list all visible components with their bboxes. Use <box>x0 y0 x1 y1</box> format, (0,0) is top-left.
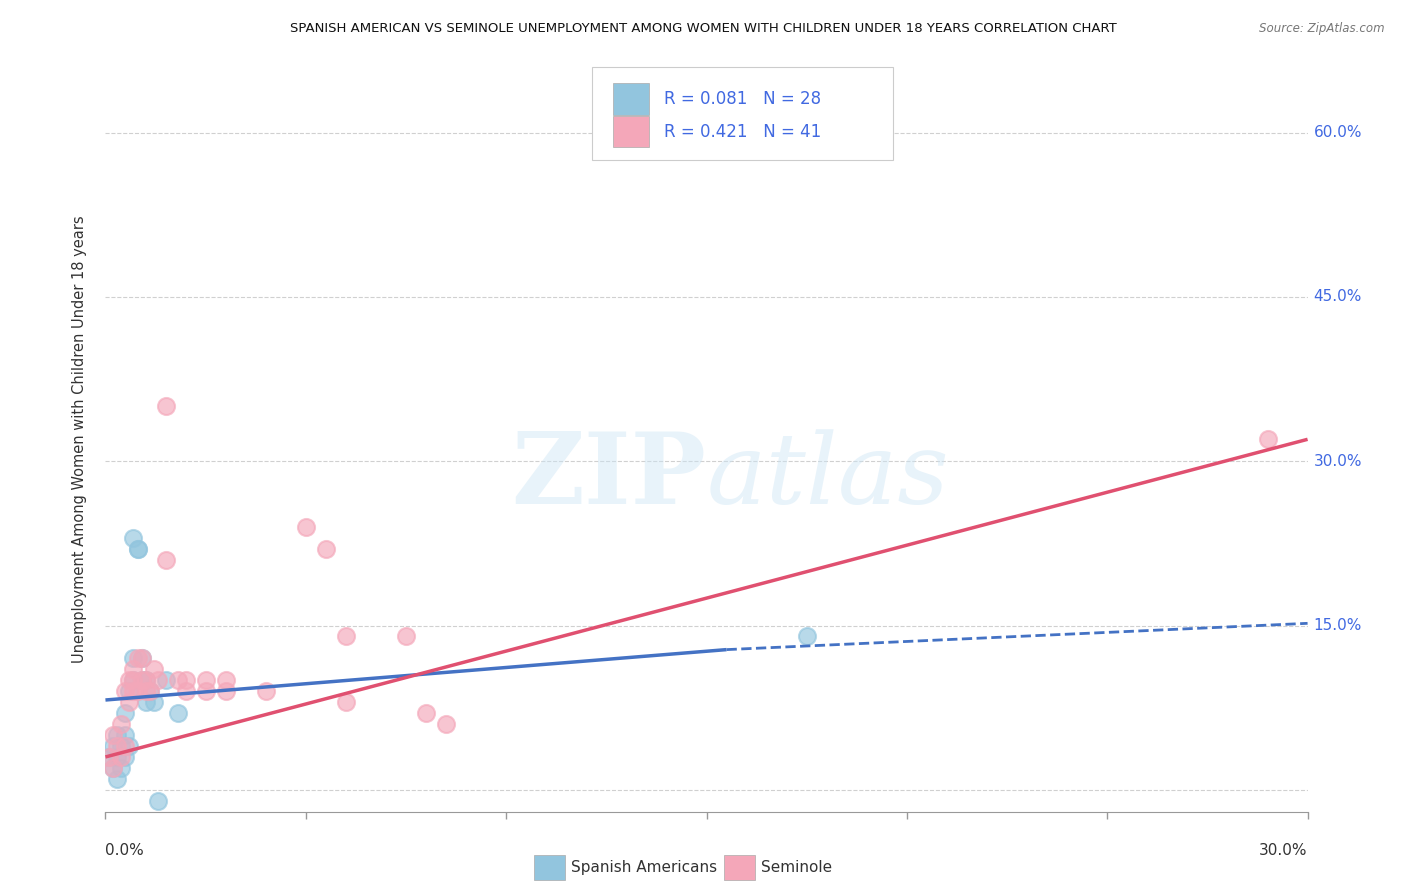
Point <box>103 728 125 742</box>
Text: SPANISH AMERICAN VS SEMINOLE UNEMPLOYMENT AMONG WOMEN WITH CHILDREN UNDER 18 YEA: SPANISH AMERICAN VS SEMINOLE UNEMPLOYMEN… <box>290 22 1116 36</box>
Point <box>166 673 188 688</box>
Point <box>735 114 758 128</box>
Point <box>107 772 129 786</box>
Point <box>127 651 149 665</box>
Point <box>335 695 357 709</box>
Point <box>135 673 157 688</box>
Point <box>114 739 136 753</box>
Point <box>415 706 437 720</box>
Text: Seminole: Seminole <box>761 860 832 874</box>
Point <box>131 651 153 665</box>
Point <box>142 662 165 676</box>
Point <box>315 541 337 556</box>
Point <box>110 739 132 753</box>
Point <box>118 673 141 688</box>
Point <box>434 717 457 731</box>
Text: atlas: atlas <box>707 429 949 524</box>
Point <box>118 739 141 753</box>
Point <box>122 662 145 676</box>
Text: 30.0%: 30.0% <box>1260 843 1308 858</box>
Point <box>110 761 132 775</box>
Point <box>114 684 136 698</box>
Point <box>796 630 818 644</box>
Point <box>146 673 169 688</box>
Point <box>174 684 197 698</box>
Point <box>155 553 177 567</box>
Point <box>127 541 149 556</box>
Text: 60.0%: 60.0% <box>1313 125 1362 140</box>
Point <box>122 531 145 545</box>
Point <box>1257 433 1279 447</box>
Point <box>103 761 125 775</box>
Point <box>103 739 125 753</box>
Bar <box>613 116 648 147</box>
Text: 15.0%: 15.0% <box>1313 618 1362 633</box>
Point <box>155 400 177 414</box>
Point <box>254 684 277 698</box>
Point <box>118 695 141 709</box>
Text: 30.0%: 30.0% <box>1313 454 1362 468</box>
Point <box>107 728 129 742</box>
Point <box>98 750 121 764</box>
Point <box>122 673 145 688</box>
Point <box>174 673 197 688</box>
Point <box>127 684 149 698</box>
Point <box>194 673 217 688</box>
Point <box>122 673 145 688</box>
Point <box>138 684 160 698</box>
Point <box>122 651 145 665</box>
Text: 0.0%: 0.0% <box>105 843 145 858</box>
Text: R = 0.421   N = 41: R = 0.421 N = 41 <box>665 123 821 141</box>
Point <box>142 695 165 709</box>
Point <box>103 761 125 775</box>
Point <box>98 750 121 764</box>
Point <box>114 750 136 764</box>
Point <box>138 684 160 698</box>
Text: Spanish Americans: Spanish Americans <box>571 860 717 874</box>
Point <box>107 750 129 764</box>
Point <box>135 695 157 709</box>
Point <box>166 706 188 720</box>
Point <box>395 630 418 644</box>
Point <box>110 717 132 731</box>
Point <box>122 684 145 698</box>
Text: 45.0%: 45.0% <box>1313 289 1362 304</box>
Point <box>335 630 357 644</box>
Y-axis label: Unemployment Among Women with Children Under 18 years: Unemployment Among Women with Children U… <box>72 216 87 663</box>
Point <box>118 684 141 698</box>
Point <box>194 684 217 698</box>
FancyBboxPatch shape <box>592 67 893 160</box>
Point <box>110 750 132 764</box>
Point <box>214 673 236 688</box>
Point <box>131 673 153 688</box>
Point <box>155 673 177 688</box>
Text: R = 0.081   N = 28: R = 0.081 N = 28 <box>665 90 821 108</box>
Point <box>127 541 149 556</box>
Point <box>135 673 157 688</box>
Bar <box>613 83 648 114</box>
Point <box>146 794 169 808</box>
Point <box>214 684 236 698</box>
Point <box>295 520 318 534</box>
Text: Source: ZipAtlas.com: Source: ZipAtlas.com <box>1260 22 1385 36</box>
Point <box>107 739 129 753</box>
Point <box>114 728 136 742</box>
Point <box>131 673 153 688</box>
Point <box>131 651 153 665</box>
Point <box>114 706 136 720</box>
Point <box>135 684 157 698</box>
Text: ZIP: ZIP <box>512 428 707 525</box>
